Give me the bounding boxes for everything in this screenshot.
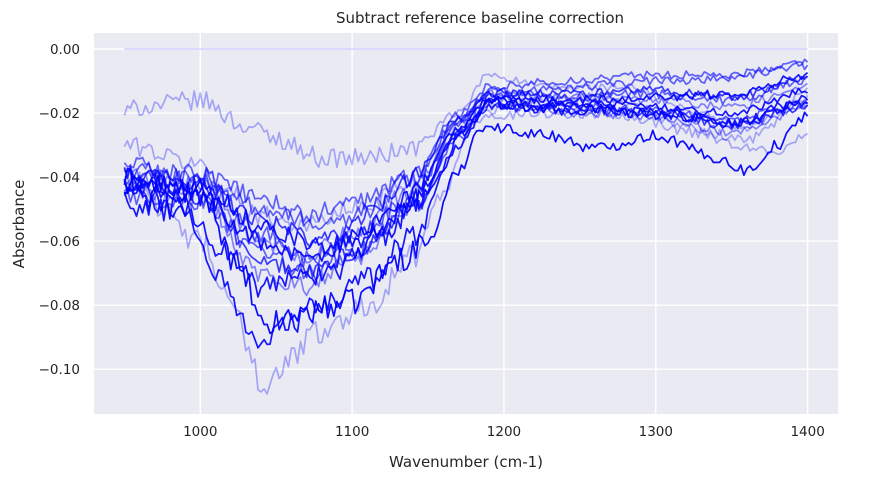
series-line	[124, 94, 809, 349]
y-tick-label: −0.06	[39, 234, 80, 250]
tick-labels: 1000 1100 1200 1300 1400 0.00 −0.02 −0.04 −0.06 −…	[39, 42, 825, 440]
x-tick-label: 1100	[335, 424, 369, 440]
series-line	[124, 75, 809, 248]
y-tick-label: 0.00	[50, 42, 80, 58]
x-tick-label: 1400	[790, 424, 824, 440]
y-tick-label: −0.02	[39, 106, 80, 122]
chart-title: Subtract reference baseline correction	[336, 9, 624, 27]
series-line	[123, 82, 809, 264]
series-line	[123, 76, 808, 267]
x-tick-label: 1000	[183, 424, 217, 440]
y-tick-label: −0.04	[39, 170, 80, 186]
plot-area	[94, 33, 838, 414]
series-line	[123, 58, 809, 231]
x-axis-label: Wavenumber (cm-1)	[389, 453, 543, 471]
x-tick-label: 1300	[639, 424, 673, 440]
y-tick-label: −0.08	[39, 298, 80, 314]
y-tick-label: −0.10	[39, 362, 80, 378]
x-tick-label: 1200	[487, 424, 521, 440]
series-line	[123, 111, 809, 335]
y-axis-label: Absorbance	[10, 180, 28, 269]
series-line	[123, 102, 809, 279]
series-group	[123, 48, 809, 395]
